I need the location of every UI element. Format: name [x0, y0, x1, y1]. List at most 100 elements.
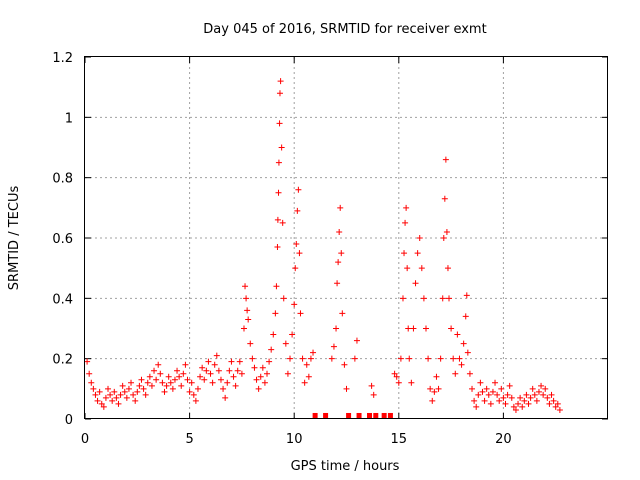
data-point	[544, 394, 551, 401]
data-point	[230, 373, 237, 380]
data-point	[134, 388, 141, 395]
data-point	[540, 391, 547, 398]
data-point	[510, 403, 517, 410]
data-point	[339, 310, 346, 317]
data-point	[463, 292, 470, 299]
y-tick-label: 0	[65, 413, 73, 428]
data-point	[280, 295, 287, 302]
data-point	[268, 346, 275, 353]
data-point	[176, 373, 183, 380]
data-point	[299, 355, 306, 362]
data-point	[128, 379, 135, 386]
data-point	[393, 373, 400, 380]
data-point	[272, 310, 279, 317]
data-point	[226, 367, 233, 374]
data-point	[232, 382, 239, 389]
data-point	[399, 295, 406, 302]
data-point	[207, 370, 214, 377]
data-point	[381, 412, 387, 418]
data-point	[529, 385, 536, 392]
data-point	[276, 90, 283, 97]
data-point	[142, 391, 149, 398]
data-point	[174, 367, 181, 374]
data-point	[197, 373, 204, 380]
data-point	[146, 373, 153, 380]
data-point	[94, 397, 101, 404]
data-point	[274, 216, 281, 223]
data-point	[159, 379, 166, 386]
data-point	[277, 78, 284, 85]
data-point	[249, 355, 256, 362]
data-point	[301, 379, 308, 386]
data-point	[292, 265, 299, 272]
data-point	[492, 379, 499, 386]
data-point	[343, 385, 350, 392]
data-point	[444, 265, 451, 272]
data-point	[404, 265, 411, 272]
data-point	[473, 403, 480, 410]
data-point	[368, 382, 375, 389]
chart-title: Day 045 of 2016, SRMTID for receiver exm…	[203, 22, 486, 37]
data-point	[115, 400, 122, 407]
data-point	[519, 403, 526, 410]
data-point	[238, 370, 245, 377]
data-point	[397, 355, 404, 362]
data-point	[402, 219, 409, 226]
y-tick-label: 0.2	[52, 353, 73, 368]
y-tick-label: 0.8	[52, 172, 73, 187]
data-point	[121, 388, 128, 395]
data-point	[125, 385, 132, 392]
data-point	[180, 370, 187, 377]
data-point	[489, 388, 496, 395]
data-point	[500, 394, 507, 401]
data-point	[336, 228, 343, 235]
data-point	[554, 400, 561, 407]
data-point	[220, 385, 227, 392]
data-point	[416, 235, 423, 241]
data-point	[414, 250, 421, 257]
data-point	[251, 364, 258, 371]
data-point	[420, 295, 427, 302]
x-tick-label: 20	[495, 432, 512, 447]
data-point	[328, 355, 335, 362]
data-point	[401, 250, 408, 257]
data-point	[274, 244, 281, 251]
data-point	[498, 385, 505, 392]
data-point	[165, 373, 172, 380]
data-point	[213, 352, 220, 359]
data-point	[412, 280, 419, 287]
data-point	[140, 385, 147, 392]
data-point	[454, 331, 461, 338]
data-point	[552, 403, 559, 410]
data-point	[105, 385, 112, 392]
data-point	[257, 373, 264, 380]
data-point	[337, 204, 344, 211]
data-point	[111, 388, 118, 395]
data-point	[119, 382, 126, 389]
data-point	[240, 325, 247, 332]
data-point	[496, 397, 503, 404]
data-point	[234, 367, 241, 374]
data-point	[408, 379, 415, 386]
data-point	[370, 391, 377, 398]
data-point	[148, 382, 155, 389]
data-point	[521, 397, 528, 404]
data-point	[433, 373, 440, 380]
data-point	[387, 412, 393, 418]
data-point	[132, 397, 139, 404]
data-point	[427, 385, 434, 392]
x-tick-label: 10	[286, 432, 303, 447]
data-point	[107, 391, 114, 398]
data-point	[450, 355, 457, 362]
data-point	[525, 400, 532, 407]
data-point	[186, 388, 193, 395]
data-point	[323, 412, 329, 418]
data-point	[222, 394, 229, 401]
data-point	[406, 355, 413, 362]
data-point	[295, 186, 302, 193]
data-point	[512, 406, 519, 413]
data-point	[504, 391, 511, 398]
data-point	[460, 340, 467, 347]
data-point	[188, 379, 195, 386]
data-point	[425, 355, 432, 362]
